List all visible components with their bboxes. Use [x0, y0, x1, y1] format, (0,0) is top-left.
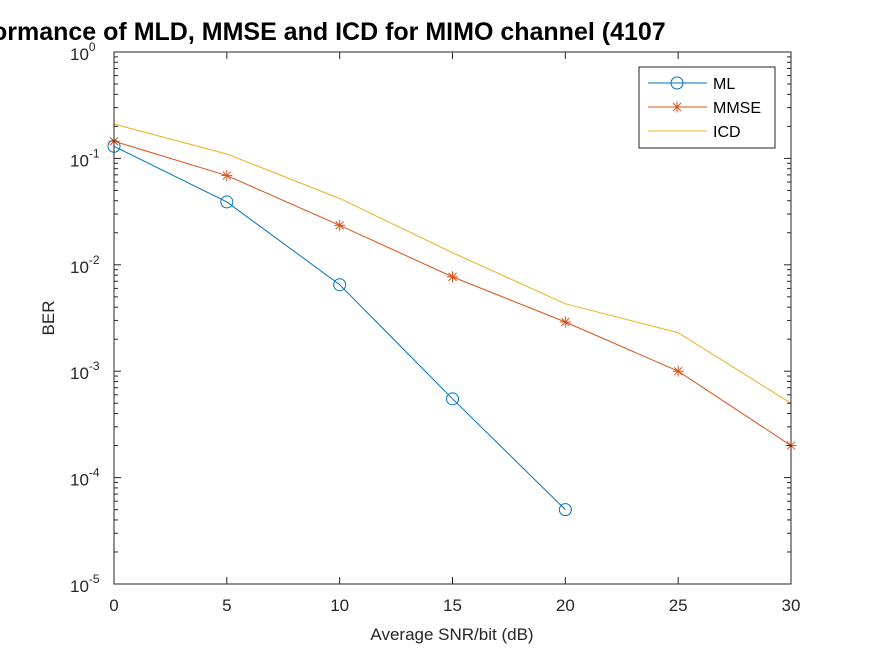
x-axis-label: Average SNR/bit (dB) [370, 625, 533, 644]
data-point-mmse-5 [672, 365, 684, 377]
data-layer [107, 123, 797, 517]
x-tick-label: 25 [669, 596, 688, 615]
data-point-ml-1 [220, 195, 234, 209]
data-point-mmse-3 [447, 271, 458, 283]
legend-label-mmse: MMSE [713, 100, 761, 117]
y-tick-label: 10-4 [70, 466, 100, 490]
x-tick-label: 15 [443, 596, 462, 615]
x-tick-label: 5 [222, 596, 231, 615]
x-tick-label: 10 [330, 596, 349, 615]
legend: ML MMSE ICD [638, 66, 776, 149]
data-point-mmse-4 [559, 316, 571, 328]
x-tick-label: 30 [782, 596, 801, 615]
legend-entry-mmse: MMSE [648, 100, 761, 117]
series-line-icd [113, 123, 792, 404]
data-point-ml-3 [446, 392, 459, 406]
y-tick-label: 10-1 [70, 146, 100, 170]
axes-layer: 0 5 10 15 20 25 30 100 10-1 10-2 10-3 10-4 10-5 [70, 40, 800, 615]
y-axis-label: BER [39, 301, 58, 336]
chart-title: ormance of MLD, MMSE and ICD for MIMO ch… [0, 18, 666, 46]
legend-marker-ml [670, 76, 684, 90]
legend-marker-mmse [671, 101, 683, 113]
y-tick-label: 100 [70, 40, 96, 64]
data-point-mmse-2 [334, 219, 346, 231]
data-point-ml-2 [333, 278, 347, 292]
y-tick-label: 10-5 [70, 572, 100, 596]
legend-entry-icd: ICD [648, 124, 741, 141]
series-line-ml [113, 145, 566, 510]
data-point-mmse-1 [221, 170, 233, 182]
x-tick-label: 0 [109, 596, 118, 615]
y-tick-label: 10-3 [70, 359, 100, 383]
y-tick-label: 10-2 [70, 253, 100, 277]
series-mmse [108, 135, 797, 452]
legend-label-ml: ML [713, 76, 735, 93]
legend-label-icd: ICD [713, 124, 741, 141]
data-point-ml-4 [558, 503, 572, 517]
legend-entry-ml: ML [648, 76, 735, 93]
series-icd [113, 123, 792, 404]
x-tick-label: 20 [556, 596, 575, 615]
